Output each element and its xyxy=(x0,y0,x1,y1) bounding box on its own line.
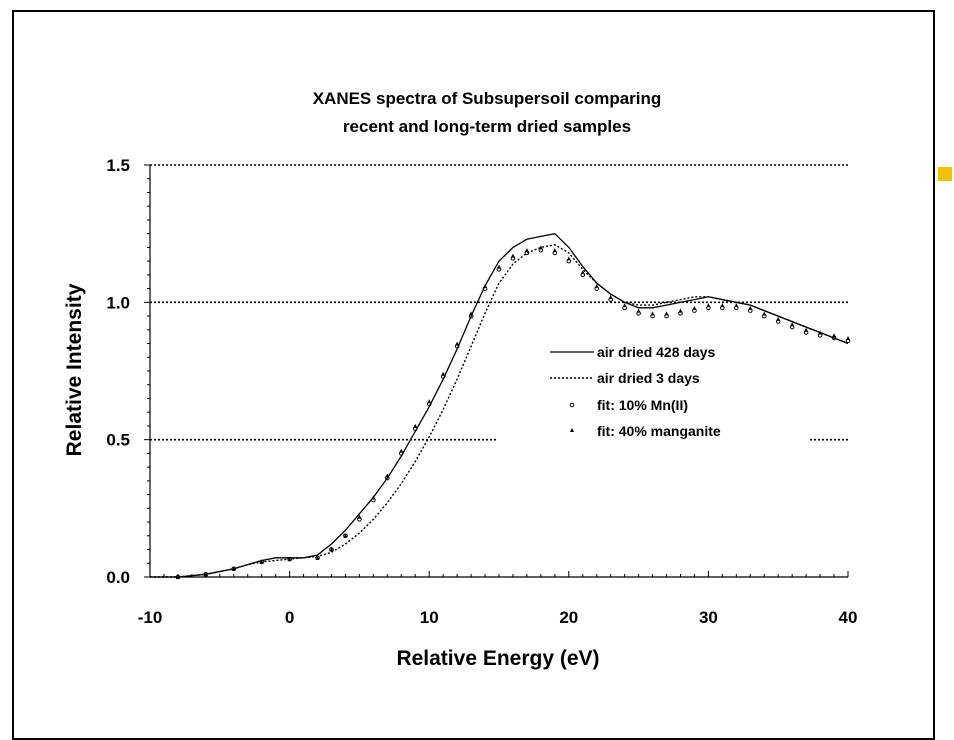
data-point xyxy=(538,245,543,250)
data-point xyxy=(818,330,823,335)
data-point xyxy=(357,514,362,519)
data-point xyxy=(399,448,404,453)
data-point xyxy=(329,547,334,552)
data-point xyxy=(622,303,627,308)
data-point xyxy=(706,303,711,308)
legend-background xyxy=(498,338,808,448)
chart-title-line-1: XANES spectra of Subsupersoil comparing xyxy=(313,89,662,108)
data-point xyxy=(287,557,292,562)
data-point xyxy=(455,341,460,346)
data-point xyxy=(608,294,613,299)
data-point xyxy=(734,303,739,308)
legend: air dried 428 days air dried 3 days fit:… xyxy=(498,338,808,448)
series-3 xyxy=(175,245,850,579)
y-tick-label: 1.0 xyxy=(106,293,130,312)
x-tick-label: 10 xyxy=(420,608,439,627)
data-point xyxy=(748,305,753,310)
x-tick-label: 20 xyxy=(559,608,578,627)
data-point xyxy=(776,316,781,321)
legend-label-manganite: fit: 40% manganite xyxy=(597,423,721,439)
data-point xyxy=(510,253,515,258)
data-point xyxy=(175,575,180,579)
data-point xyxy=(650,311,655,316)
data-point xyxy=(790,322,795,327)
tick-labels: -10 0 10 20 30 40 0.0 0.5 1.0 1.5 xyxy=(106,156,857,627)
legend-marker-manganite xyxy=(570,428,574,432)
legend-label-428days: air dried 428 days xyxy=(597,344,716,360)
data-point xyxy=(552,248,557,253)
x-tick-label: -10 xyxy=(138,608,163,627)
data-point xyxy=(566,256,571,261)
data-point xyxy=(497,264,501,269)
data-point xyxy=(664,311,669,316)
x-tick-label: 30 xyxy=(699,608,718,627)
data-point xyxy=(371,495,376,500)
data-point xyxy=(524,248,529,253)
data-point xyxy=(385,473,390,478)
data-point xyxy=(469,311,474,316)
x-tick-label: 40 xyxy=(839,608,858,627)
data-point xyxy=(692,305,697,310)
x-tick-label: 0 xyxy=(285,608,294,627)
series-line-1 xyxy=(150,243,849,578)
data-point xyxy=(203,572,208,577)
axes xyxy=(144,164,849,578)
sticky-note-icon[interactable] xyxy=(938,167,952,181)
legend-label-3days: air dried 3 days xyxy=(597,370,700,386)
data-point xyxy=(441,371,446,376)
data-point xyxy=(427,399,432,404)
data-point xyxy=(762,311,767,316)
data-point xyxy=(259,559,264,564)
y-tick-label: 0.0 xyxy=(106,568,130,587)
data-point xyxy=(804,327,809,332)
data-point xyxy=(678,308,683,313)
data-point xyxy=(720,303,725,308)
data-point xyxy=(315,555,320,560)
legend-label-mn2: fit: 10% Mn(II) xyxy=(597,397,688,413)
y-axis-label: Relative Intensity xyxy=(63,283,86,456)
data-point xyxy=(636,308,641,313)
data-point xyxy=(483,283,488,288)
data-point xyxy=(343,533,348,538)
y-tick-label: 1.5 xyxy=(106,156,130,175)
y-tick-label: 0.5 xyxy=(106,431,130,450)
data-point xyxy=(846,336,850,341)
xanes-line-chart: XANES spectra of Subsupersoil comparing … xyxy=(63,89,857,670)
series-1 xyxy=(150,243,849,578)
legend-marker-mn2 xyxy=(569,402,575,408)
data-point xyxy=(413,423,418,428)
x-axis-label: Relative Energy (eV) xyxy=(396,647,599,670)
data-point xyxy=(594,283,599,288)
data-point xyxy=(832,333,837,338)
chart-title-line-2: recent and long-term dried samples xyxy=(343,117,631,136)
series-group xyxy=(150,232,851,580)
data-point xyxy=(580,270,585,275)
data-point xyxy=(231,566,236,571)
